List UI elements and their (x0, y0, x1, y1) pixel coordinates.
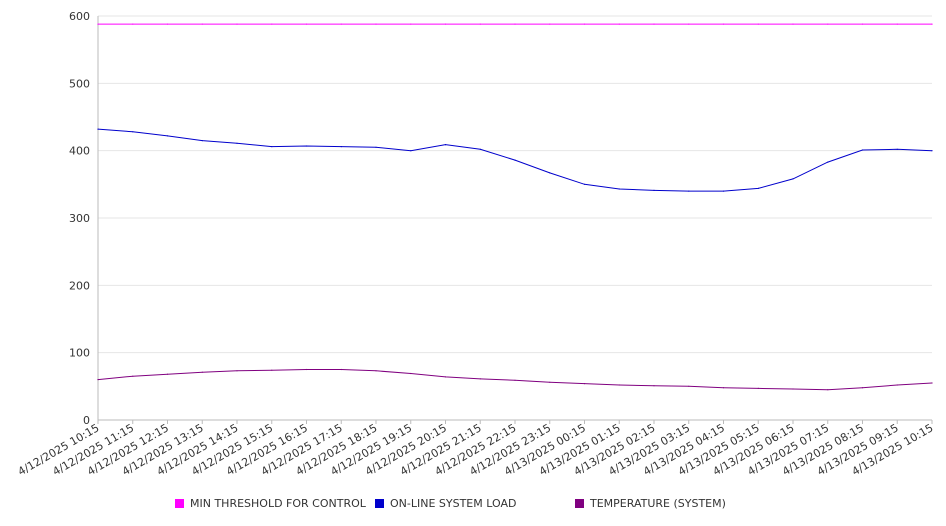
series-point (236, 142, 238, 144)
series-point (271, 23, 273, 25)
series-point (514, 23, 516, 25)
series-point (271, 146, 273, 148)
y-tick-label: 0 (83, 414, 90, 427)
series-point (97, 128, 99, 130)
y-tick-label: 300 (69, 212, 90, 225)
series-point (618, 23, 620, 25)
series-point (688, 385, 690, 387)
series-point (896, 23, 898, 25)
series-point (410, 372, 412, 375)
series-point (757, 387, 759, 389)
legend-item-min-threshold[interactable]: MIN THRESHOLD FOR CONTROL (175, 497, 366, 510)
series-point (410, 150, 412, 152)
series-point (132, 23, 134, 25)
series-point (583, 23, 586, 25)
series-point (375, 23, 377, 25)
y-tick-label: 600 (69, 10, 90, 23)
y-tick-label: 200 (69, 279, 90, 292)
series-point (827, 23, 829, 25)
series-point (479, 148, 481, 150)
series-point (549, 23, 551, 25)
series-point (479, 378, 481, 380)
series-point (132, 375, 134, 377)
series-point (305, 145, 308, 147)
series-point (827, 389, 829, 391)
series-point (792, 178, 794, 180)
series-point (201, 140, 203, 142)
series-point (132, 131, 134, 133)
series-point (653, 23, 655, 25)
series-point (722, 387, 725, 389)
series-point (444, 376, 447, 378)
legend-item-system-load[interactable]: ON-LINE SYSTEM LOAD (375, 497, 516, 510)
series-point (653, 385, 655, 387)
series-point (305, 368, 308, 371)
legend-label-temperature: TEMPERATURE (SYSTEM) (590, 497, 726, 510)
series-point (375, 146, 377, 148)
series-point (236, 23, 238, 25)
series-point (201, 23, 203, 25)
series-point (653, 189, 655, 191)
y-tick-label: 100 (69, 347, 90, 360)
legend-label-min-threshold: MIN THRESHOLD FOR CONTROL (190, 497, 366, 510)
series-lines (97, 23, 933, 391)
series-point (757, 187, 759, 189)
legend: MIN THRESHOLD FOR CONTROL ON-LINE SYSTEM… (0, 497, 946, 515)
series-point (305, 23, 308, 25)
series-point (549, 381, 551, 383)
series-point (514, 379, 516, 381)
series-point (896, 148, 898, 150)
series-point (514, 159, 516, 161)
series-point (166, 23, 169, 25)
series-point (549, 172, 551, 174)
series-point (166, 135, 169, 137)
series-point (722, 190, 725, 192)
series-point (340, 146, 342, 148)
series-point (618, 188, 620, 190)
series-point (861, 387, 864, 389)
series-point (201, 371, 203, 373)
y-tick-labels: 0 100 200 300 400 500 600 (69, 10, 90, 427)
legend-swatch-temperature (575, 499, 584, 508)
y-tick-label: 400 (69, 145, 90, 158)
series-point (618, 384, 620, 386)
series-point (792, 388, 794, 390)
legend-label-system-load: ON-LINE SYSTEM LOAD (390, 497, 517, 510)
series-point (827, 161, 829, 163)
series-point (688, 23, 690, 25)
legend-item-temperature[interactable]: TEMPERATURE (SYSTEM) (575, 497, 726, 510)
series-line-temperature-system (97, 369, 933, 391)
series-point (375, 370, 377, 372)
series-point (931, 382, 933, 384)
series-point (444, 23, 447, 25)
series-point (861, 149, 864, 151)
series-point (861, 23, 864, 25)
series-point (896, 384, 898, 386)
grid-lines (98, 15, 932, 354)
series-point (236, 370, 238, 372)
series-point (931, 150, 933, 152)
series-point (340, 368, 342, 371)
series-point (271, 369, 273, 371)
y-tick-label: 500 (69, 77, 90, 90)
series-point (792, 23, 794, 25)
series-point (757, 23, 759, 25)
series-point (340, 23, 342, 25)
series-point (931, 23, 933, 25)
series-point (97, 379, 99, 381)
series-point (444, 144, 447, 146)
series-point (583, 183, 586, 185)
series-point (479, 23, 481, 25)
series-point (722, 23, 725, 25)
series-point (583, 383, 586, 385)
series-point (688, 190, 690, 192)
series-point (97, 23, 99, 25)
x-tick-labels: 4/12/2025 10:154/12/2025 11:154/12/2025 … (16, 420, 936, 478)
legend-swatch-min-threshold (175, 499, 184, 508)
series-point (166, 373, 169, 375)
series-point (410, 23, 412, 25)
legend-swatch-system-load (375, 499, 384, 508)
